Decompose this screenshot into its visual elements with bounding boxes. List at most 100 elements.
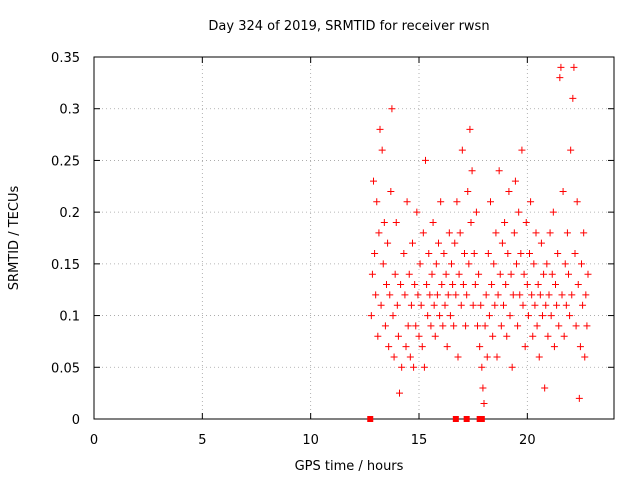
- data-point: [501, 218, 509, 226]
- data-point: [584, 270, 592, 278]
- data-point: [492, 229, 500, 237]
- data-point: [466, 125, 474, 133]
- data-point: [504, 250, 512, 258]
- data-point: [541, 384, 549, 392]
- data-point: [371, 250, 379, 258]
- data-point: [464, 187, 472, 195]
- data-point: [479, 384, 487, 392]
- data-point: [429, 218, 437, 226]
- data-point: [573, 198, 581, 206]
- data-point: [568, 291, 576, 299]
- data-point: [495, 167, 503, 175]
- data-point: [543, 260, 551, 268]
- data-point-square: [452, 416, 459, 422]
- y-tick-label: 0.15: [51, 258, 80, 273]
- data-point: [544, 332, 552, 340]
- data-point: [536, 291, 544, 299]
- data-point: [367, 312, 375, 320]
- data-point: [440, 250, 448, 258]
- data-point: [506, 312, 514, 320]
- x-tick-labels: 0 5 10 15 20: [90, 433, 536, 448]
- data-point: [442, 270, 450, 278]
- data-point: [380, 218, 388, 226]
- data-point: [470, 250, 478, 258]
- data-point: [560, 332, 568, 340]
- data-point: [480, 399, 488, 407]
- data-point: [458, 146, 466, 154]
- data-point: [435, 239, 442, 247]
- data-point: [393, 301, 401, 309]
- data-point: [418, 343, 426, 351]
- data-point: [540, 270, 548, 278]
- data-point: [580, 229, 588, 237]
- data-point: [481, 322, 489, 330]
- data-point: [528, 291, 536, 299]
- data-point: [370, 177, 377, 185]
- data-point: [407, 301, 415, 309]
- data-point: [534, 281, 542, 289]
- data-point: [482, 291, 490, 299]
- data-point: [471, 281, 479, 289]
- data-point: [526, 250, 533, 258]
- data-point: [423, 281, 431, 289]
- data-point: [553, 301, 561, 309]
- data-point: [390, 353, 398, 361]
- data-point: [507, 270, 515, 278]
- data-point: [514, 322, 522, 330]
- y-tick-labels: 0 0.05 0.1 0.15 0.2 0.25 0.3 0.35: [51, 51, 80, 428]
- data-point: [465, 260, 473, 268]
- data-point: [533, 322, 541, 330]
- data-point: [379, 260, 387, 268]
- data-point: [527, 198, 535, 206]
- data-point: [494, 291, 502, 299]
- data-point: [575, 394, 583, 402]
- data-point: [405, 270, 413, 278]
- data-point: [475, 270, 483, 278]
- x-tick-label: 15: [411, 433, 428, 448]
- y-tick-label: 0: [72, 413, 80, 428]
- data-point: [428, 270, 436, 278]
- data-point: [383, 281, 390, 289]
- chart-title: Day 324 of 2019, SRMTID for receiver rws…: [208, 19, 489, 34]
- data-point: [450, 322, 458, 330]
- data-point: [484, 250, 492, 258]
- data-point: [511, 177, 519, 185]
- data-point: [463, 291, 471, 299]
- data-point: [411, 281, 419, 289]
- y-tick-label: 0.05: [51, 361, 80, 376]
- data-point: [478, 363, 486, 371]
- data-point: [394, 332, 402, 340]
- data-point: [426, 291, 434, 299]
- data-point: [498, 239, 506, 247]
- data-point: [402, 343, 410, 351]
- data-point: [539, 312, 546, 320]
- data-point: [412, 322, 420, 330]
- data-point: [436, 312, 444, 320]
- y-tick-label: 0.25: [51, 154, 80, 169]
- data-point: [425, 250, 433, 258]
- data-point: [519, 301, 527, 309]
- data-point: [474, 322, 481, 330]
- data-point: [378, 146, 386, 154]
- data-points: [367, 63, 592, 422]
- data-point: [576, 343, 584, 351]
- data-point: [453, 198, 461, 206]
- data-point: [488, 281, 496, 289]
- data-point: [483, 353, 491, 361]
- y-tick-label: 0.3: [59, 103, 80, 118]
- data-point: [554, 250, 562, 258]
- data-point: [491, 301, 499, 309]
- data-point: [570, 63, 578, 71]
- data-point: [550, 343, 558, 351]
- data-point: [468, 167, 476, 175]
- data-point: [532, 229, 540, 237]
- data-point: [490, 260, 498, 268]
- data-point: [420, 363, 428, 371]
- y-axis-label: SRMTID / TECUs: [7, 186, 22, 291]
- data-point: [567, 146, 575, 154]
- data-point: [520, 270, 528, 278]
- data-point: [476, 343, 484, 351]
- data-point: [503, 332, 511, 340]
- data-point: [377, 301, 385, 309]
